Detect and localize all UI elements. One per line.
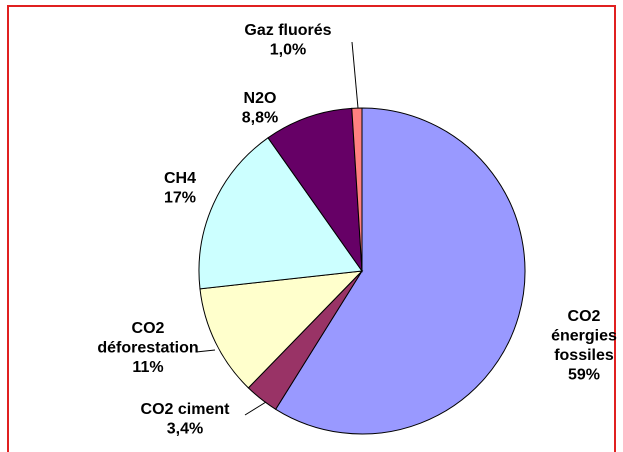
slice-label: CO2 <box>568 308 601 325</box>
slice-value-label: 17% <box>164 190 196 207</box>
leader-line <box>351 41 359 109</box>
slice-value-label: 1,0% <box>270 42 306 59</box>
slice-value-label: 11% <box>132 359 163 376</box>
slice-label: déforestation <box>97 340 198 357</box>
pie-slice <box>274 107 526 435</box>
slice-label: CH4 <box>164 170 196 187</box>
slice-label: fossiles <box>554 347 614 364</box>
slice-label: CO2 ciment <box>141 401 231 418</box>
pie-slice <box>267 107 363 273</box>
slice-label: Gaz fluorés <box>244 22 331 39</box>
slice-label: N2O <box>244 90 277 107</box>
leader-line <box>244 401 267 416</box>
slice-value-label: 8,8% <box>242 110 278 127</box>
frame <box>7 5 616 452</box>
slice-label: CO2 <box>132 320 165 337</box>
pie-slice <box>199 270 364 389</box>
slice-value-label: 59% <box>568 367 600 384</box>
pie-slice <box>198 137 363 290</box>
pie-slice <box>351 107 363 272</box>
slice-value-label: 3,4% <box>167 421 203 438</box>
slice-label: énergies <box>551 328 617 345</box>
leader-line <box>195 349 216 353</box>
